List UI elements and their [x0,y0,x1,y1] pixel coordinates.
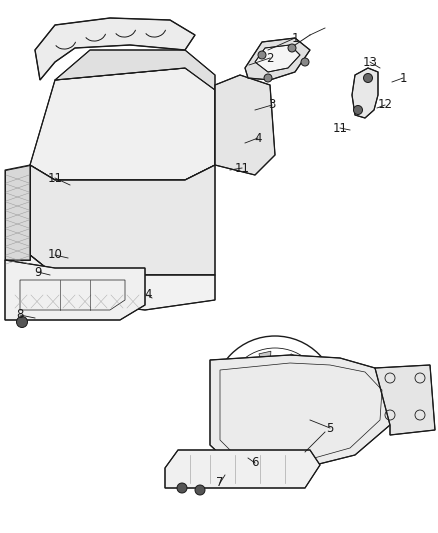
Polygon shape [15,255,215,310]
Polygon shape [55,50,215,90]
Polygon shape [375,365,435,435]
Polygon shape [284,375,321,390]
Polygon shape [284,406,305,441]
Polygon shape [352,68,378,118]
Text: 4: 4 [144,288,152,302]
Polygon shape [237,408,269,434]
Circle shape [301,58,309,66]
Polygon shape [234,365,264,394]
Text: 6: 6 [251,456,259,470]
Text: 12: 12 [378,99,392,111]
Polygon shape [215,75,275,175]
Text: 11: 11 [332,122,347,134]
Circle shape [177,483,187,493]
Polygon shape [277,354,302,386]
Polygon shape [5,165,30,260]
Circle shape [288,44,296,52]
Polygon shape [30,165,215,275]
Polygon shape [35,18,195,80]
Polygon shape [30,68,215,180]
Text: 8: 8 [16,309,24,321]
Text: 11: 11 [234,161,250,174]
Circle shape [17,317,28,327]
Polygon shape [210,355,395,470]
Text: 5: 5 [326,422,334,434]
Text: 2: 2 [266,52,274,64]
Circle shape [364,74,372,83]
Text: 10: 10 [48,248,63,262]
Text: 3: 3 [268,99,276,111]
Text: 9: 9 [34,265,42,279]
Polygon shape [245,38,310,80]
Polygon shape [5,260,145,320]
Circle shape [264,74,272,82]
Polygon shape [228,394,264,406]
Circle shape [353,106,363,115]
Circle shape [258,51,266,59]
Text: 7: 7 [216,477,224,489]
Text: 11: 11 [47,172,63,184]
Text: 1: 1 [291,31,299,44]
Polygon shape [255,45,300,72]
Polygon shape [287,398,321,418]
Text: 13: 13 [363,55,378,69]
Circle shape [195,485,205,495]
Polygon shape [259,351,271,387]
Text: 1: 1 [399,71,407,85]
Text: 4: 4 [254,132,262,144]
Polygon shape [165,450,320,488]
Polygon shape [263,410,277,445]
